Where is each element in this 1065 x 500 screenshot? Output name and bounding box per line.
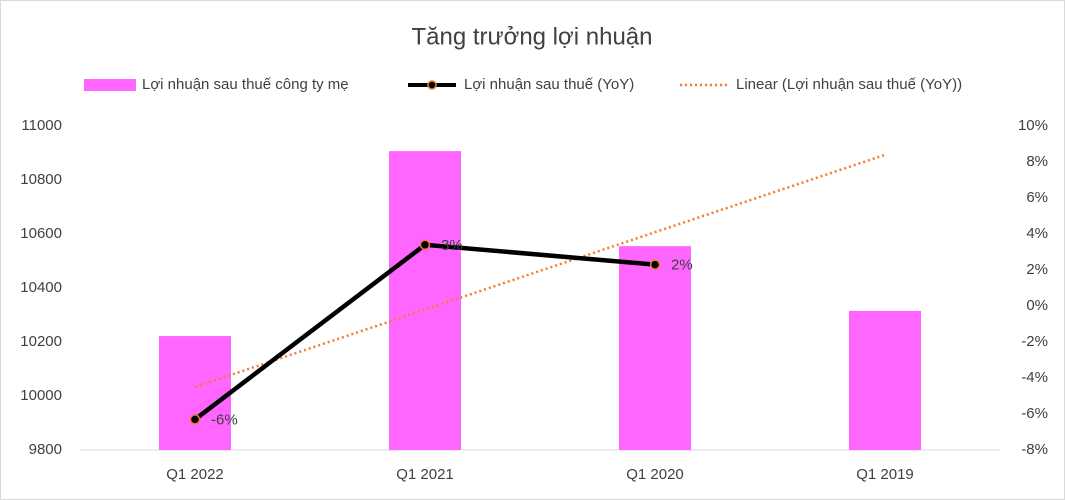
line-marker [419,239,431,251]
legend-label: Lợi nhuận sau thuế (YoY) [464,76,634,93]
y2-tick-label: -4% [1021,369,1048,386]
y-tick-label: 10400 [20,279,62,296]
y2-tick-label: -6% [1021,405,1048,422]
chart-title: Tăng trưởng lợi nhuận [411,23,652,50]
bar [619,246,691,450]
y2-tick-label: -8% [1021,441,1048,458]
y-tick-label: 11000 [21,117,62,134]
line-marker [649,259,661,270]
y2-tick-label: 4% [1026,225,1048,242]
y-tick-label: 10800 [20,171,62,188]
y2-tick-label: 0% [1026,297,1048,314]
y-tick-label: 10600 [20,225,62,242]
line-marker [189,414,201,425]
data-label: 2% [671,257,693,274]
legend-marker [427,80,437,90]
data-label: 3% [441,237,463,254]
y2-tick-label: 10% [1018,117,1048,134]
y2-tick-label: 2% [1026,261,1048,278]
legend-swatch [84,79,136,91]
x-tick-label: Q1 2021 [396,466,454,483]
data-label: -6% [211,411,238,428]
y-tick-label: 10200 [20,333,62,350]
trend-line [194,153,886,389]
x-tick-label: Q1 2019 [856,466,914,483]
y-tick-label: 10000 [20,387,62,404]
x-tick-label: Q1 2020 [626,466,684,483]
x-tick-label: Q1 2022 [166,466,224,483]
bar [389,151,461,451]
legend-label: Lợi nhuận sau thuế công ty mẹ [142,76,349,93]
y2-tick-label: -2% [1021,333,1048,350]
bar [159,336,231,450]
legend-label: Linear (Lợi nhuận sau thuế (YoY)) [736,76,962,93]
y-tick-label: 9800 [29,441,62,458]
y2-tick-label: 6% [1026,189,1048,206]
bar [849,310,921,450]
y2-tick-label: 8% [1026,153,1048,170]
